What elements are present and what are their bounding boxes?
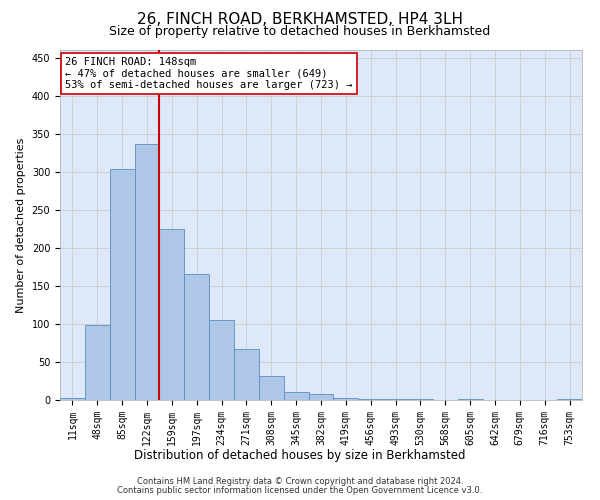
Text: 26, FINCH ROAD, BERKHAMSTED, HP4 3LH: 26, FINCH ROAD, BERKHAMSTED, HP4 3LH [137,12,463,28]
Bar [234,349,259,400]
Bar [383,399,408,400]
Bar [60,398,85,400]
Bar [134,144,160,400]
Bar [408,399,433,400]
Text: Contains HM Land Registry data © Crown copyright and database right 2024.: Contains HM Land Registry data © Crown c… [137,477,463,486]
Text: Distribution of detached houses by size in Berkhamsted: Distribution of detached houses by size … [134,450,466,462]
Text: 26 FINCH ROAD: 148sqm
← 47% of detached houses are smaller (649)
53% of semi-det: 26 FINCH ROAD: 148sqm ← 47% of detached … [65,57,353,90]
Bar [334,398,358,400]
Text: Size of property relative to detached houses in Berkhamsted: Size of property relative to detached ho… [109,25,491,38]
Bar [308,394,334,400]
Bar [557,399,582,400]
Bar [110,170,134,400]
Y-axis label: Number of detached properties: Number of detached properties [16,138,26,312]
Bar [160,229,184,400]
Bar [284,392,308,400]
Bar [458,399,482,400]
Bar [358,399,383,400]
Bar [184,274,209,400]
Bar [259,376,284,400]
Bar [209,320,234,400]
Text: Contains public sector information licensed under the Open Government Licence v3: Contains public sector information licen… [118,486,482,495]
Bar [85,326,110,400]
